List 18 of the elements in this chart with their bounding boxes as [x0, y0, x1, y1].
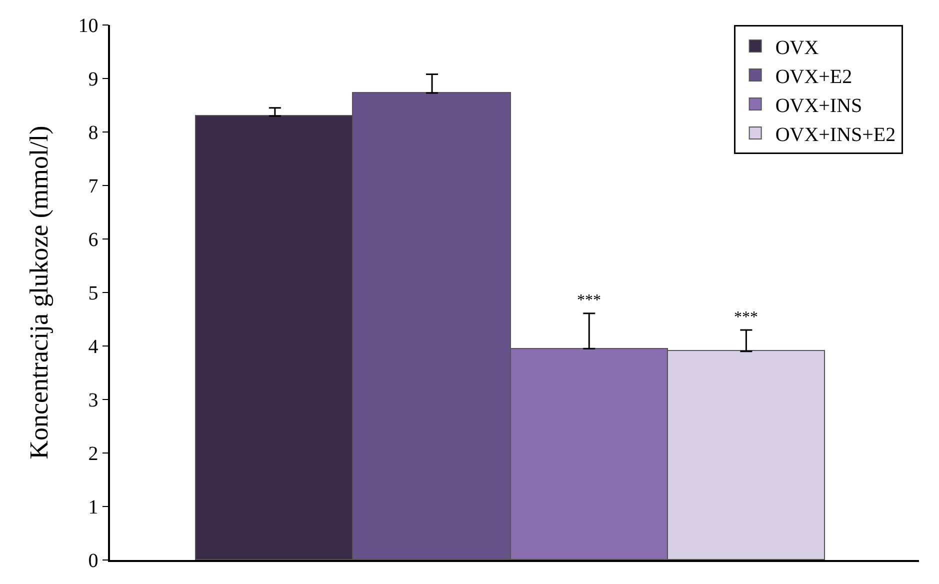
- data-label: ***: [577, 292, 601, 309]
- y-tick-label: 4: [88, 336, 98, 358]
- y-tick-label: 1: [88, 496, 98, 518]
- y-tick-label: 0: [88, 550, 98, 572]
- y-tick-label: 8: [88, 122, 98, 144]
- legend-label: OVX+E2: [775, 66, 852, 88]
- data-label: ***: [734, 309, 758, 326]
- legend-label: OVX+INS+E2: [775, 124, 896, 146]
- y-tick-label: 7: [88, 176, 98, 198]
- y-tick-label: 2: [88, 443, 98, 465]
- y-axis-title: Koncentracija glukoze (mmol/l): [24, 126, 54, 460]
- y-tick-label: 9: [88, 68, 98, 90]
- y-tick-label: 3: [88, 390, 98, 412]
- legend-label: OVX+INS: [775, 94, 862, 117]
- y-tick-label: 5: [88, 282, 98, 304]
- y-tick-label: 6: [88, 229, 98, 251]
- y-tick-label: 10: [78, 15, 98, 37]
- legend-label: OVX: [775, 36, 820, 59]
